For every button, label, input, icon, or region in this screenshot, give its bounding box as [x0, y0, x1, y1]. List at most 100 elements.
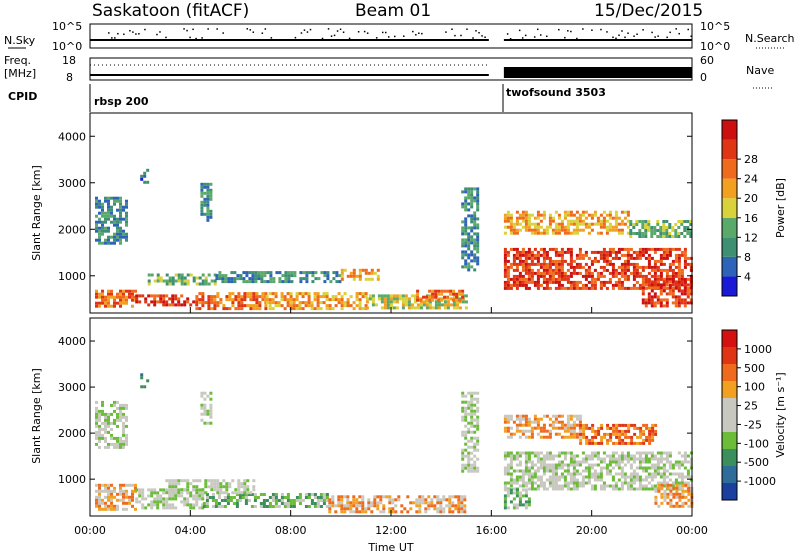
cell-region-0: [107, 301, 110, 305]
cell-region-9: [104, 217, 107, 221]
cell-region-1: [165, 500, 169, 504]
cell-region-13: [602, 265, 606, 269]
cell-region-9: [533, 472, 537, 476]
cell-region-13: [596, 274, 600, 278]
cell-region-14: [593, 210, 597, 214]
cell-region-2: [292, 499, 296, 502]
cell-region-4: [174, 482, 178, 486]
nsearch-dot: [666, 36, 668, 39]
cell-region-13: [662, 256, 666, 260]
cell-region-14: [572, 222, 576, 226]
cell-region-16: [647, 298, 651, 302]
cell-region-15: [647, 220, 651, 223]
cell-region-9: [518, 475, 522, 479]
cell-region-16: [647, 295, 651, 299]
cell-region-9: [674, 478, 678, 482]
cell-region-10: [206, 215, 210, 219]
cell-region-16: [647, 301, 651, 305]
cell-region-4: [419, 306, 423, 310]
cell-region-15: [689, 229, 693, 232]
cell-region-11: [624, 423, 628, 427]
cell-region-9: [572, 484, 576, 488]
cell-region-9: [551, 466, 555, 470]
cell-region-14: [620, 210, 624, 214]
nsearch-dot: [582, 28, 584, 30]
cell-region-7: [376, 268, 380, 272]
cell-region-12: [476, 244, 480, 248]
cell-region-13: [647, 256, 651, 260]
cell-region-9: [101, 205, 104, 209]
cell-region-3: [346, 298, 350, 302]
cell-region-0: [107, 304, 110, 308]
cell-region-3: [337, 292, 341, 296]
cell-region-4: [210, 485, 214, 489]
cell-region-13: [587, 265, 591, 269]
cell-region-9: [626, 451, 630, 455]
cell-region-9: [641, 460, 645, 464]
power-ylabel: Slant Range [km]: [30, 165, 43, 261]
cell-region-8: [470, 391, 474, 395]
cell-region-9: [527, 472, 531, 476]
cell-region-14: [560, 219, 564, 223]
cell-region-13: [620, 253, 624, 257]
cell-region-12: [503, 488, 507, 492]
cell-region-2: [286, 499, 290, 502]
cell-region-14: [542, 228, 546, 232]
cell-region-13: [596, 259, 600, 263]
cell-region-13: [662, 250, 666, 254]
cell-region-13: [660, 495, 664, 499]
cell-region-9: [638, 466, 642, 470]
cell-region-14: [599, 231, 603, 235]
cell-region-13: [524, 256, 528, 260]
cell-region-15: [629, 235, 633, 238]
cell-region-9: [587, 466, 591, 470]
cell-region-5: [156, 279, 160, 283]
cell-region-13: [503, 253, 507, 257]
cell-region-2: [289, 502, 293, 505]
cell-region-15: [653, 232, 657, 235]
cell-region-9: [674, 463, 678, 467]
cell-region-8: [467, 463, 471, 467]
cell-region-9: [644, 484, 648, 488]
cell-region-8: [476, 421, 480, 425]
cell-region-9: [113, 196, 116, 200]
cell-region-5: [147, 273, 151, 277]
cell-region-2: [258, 295, 262, 299]
nsearch-label: N.Search: [745, 32, 795, 45]
cell-region-11: [624, 429, 628, 433]
cell-region-13: [611, 286, 615, 290]
cell-region-12: [476, 190, 480, 194]
cell-region-7: [358, 271, 362, 275]
cell-region-4: [395, 300, 399, 304]
cell-region-2: [214, 505, 218, 508]
cell-region-14: [557, 225, 561, 229]
cell-region-4: [455, 303, 459, 307]
cell-region-11: [648, 435, 652, 439]
cell-region-12: [518, 500, 522, 504]
cell-region-16: [644, 298, 648, 302]
cell-region-2: [225, 298, 229, 302]
cell-region-12: [464, 196, 468, 200]
cell-region-12: [515, 494, 519, 498]
xtick-label: 08:00: [275, 524, 307, 537]
cell-region-13: [629, 271, 633, 275]
cell-region-12: [473, 244, 477, 248]
cell-region-14: [506, 225, 510, 229]
cell-region-9: [95, 223, 98, 227]
cell-region-9: [584, 454, 588, 458]
cell-region-10: [518, 420, 522, 424]
cell-region-2: [298, 502, 302, 505]
cell-region-0: [113, 295, 116, 299]
cell-region-0: [122, 507, 125, 511]
cell-region-10: [203, 185, 207, 189]
cell-region-4: [443, 300, 447, 304]
cell-region-6: [206, 421, 210, 425]
cell-region-14: [584, 225, 588, 229]
cell-region-13: [635, 265, 639, 269]
cell-region-10: [206, 203, 210, 207]
cell-region-16: [641, 301, 645, 305]
cell-region-13: [548, 262, 552, 266]
cell-region-2: [255, 307, 259, 311]
cell-region-13: [506, 253, 510, 257]
cell-region-2: [271, 505, 275, 508]
